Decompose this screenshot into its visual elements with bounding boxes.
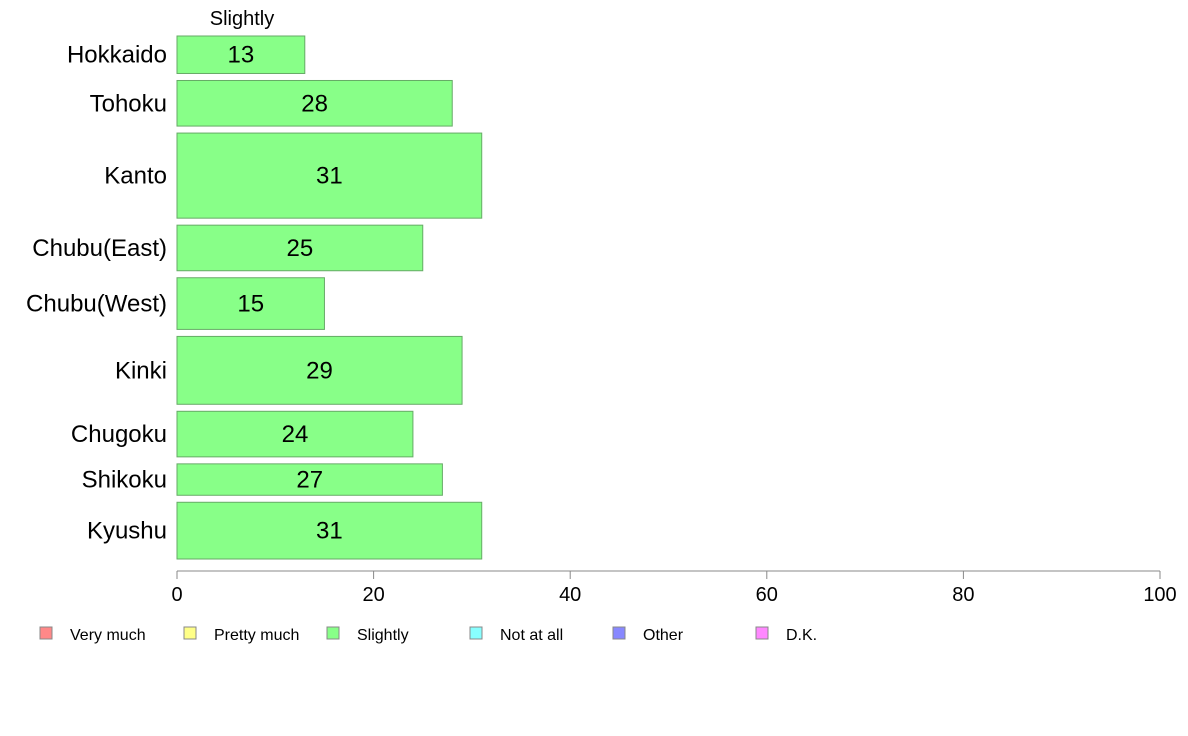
value-label: 15 xyxy=(237,291,264,318)
x-tick-label: 0 xyxy=(171,584,182,606)
legend: Very much Pretty much Slightly Not at all Ot… xyxy=(39,626,817,644)
bar-hokkaido xyxy=(176,35,306,74)
bar-kinki xyxy=(176,335,463,405)
bar-kanto xyxy=(176,132,483,219)
value-label: 25 xyxy=(287,235,314,262)
category-label: Shikoku xyxy=(82,467,167,494)
legend-swatch xyxy=(612,626,626,640)
x-tick-label: 100 xyxy=(1143,584,1176,606)
bar-chubu-west- xyxy=(176,277,325,330)
value-label: 31 xyxy=(316,163,343,190)
category-label: Hokkaido xyxy=(67,42,167,69)
category-label: Chubu(East) xyxy=(32,235,167,262)
column-header: Slightly xyxy=(210,8,274,30)
category-label: Tohoku xyxy=(90,90,167,117)
value-label: 24 xyxy=(282,421,309,448)
legend-swatch xyxy=(326,626,340,640)
legend-label: Not at all xyxy=(500,627,563,644)
bar-tohoku xyxy=(176,79,453,127)
legend-label: Very much xyxy=(70,627,146,644)
legend-swatch xyxy=(39,626,53,640)
category-label: Kyushu xyxy=(87,518,167,545)
category-label: Chugoku xyxy=(71,421,167,448)
value-label: 29 xyxy=(306,357,333,384)
legend-label: Other xyxy=(643,627,684,644)
category-label: Kinki xyxy=(115,357,167,384)
x-tick-label: 40 xyxy=(559,584,581,606)
legend-swatch xyxy=(755,626,769,640)
bar-kyushu xyxy=(176,501,483,560)
x-tick-label: 20 xyxy=(362,584,384,606)
legend-label: D.K. xyxy=(786,627,817,644)
category-label: Kanto xyxy=(104,163,167,190)
legend-label: Pretty much xyxy=(214,627,299,644)
x-tick-label: 80 xyxy=(952,584,974,606)
value-label: 31 xyxy=(316,518,343,545)
value-label: 27 xyxy=(296,467,323,494)
bar-chugoku xyxy=(176,410,414,458)
bar-shikoku xyxy=(176,463,443,496)
legend-swatch xyxy=(183,626,197,640)
category-label: Chubu(West) xyxy=(26,291,167,318)
value-label: 28 xyxy=(301,90,328,117)
x-tick-label: 60 xyxy=(756,584,778,606)
legend-label: Slightly xyxy=(357,627,409,644)
bar-chubu-east- xyxy=(176,224,424,272)
bars-group: Hokkaido 13 Tohoku 28 Kanto 31 Chubu(East) 25 Ch… xyxy=(26,35,483,560)
x-axis: 0 20 40 60 80 100 xyxy=(171,570,1177,606)
value-label: 13 xyxy=(228,42,255,69)
legend-swatch xyxy=(469,626,483,640)
